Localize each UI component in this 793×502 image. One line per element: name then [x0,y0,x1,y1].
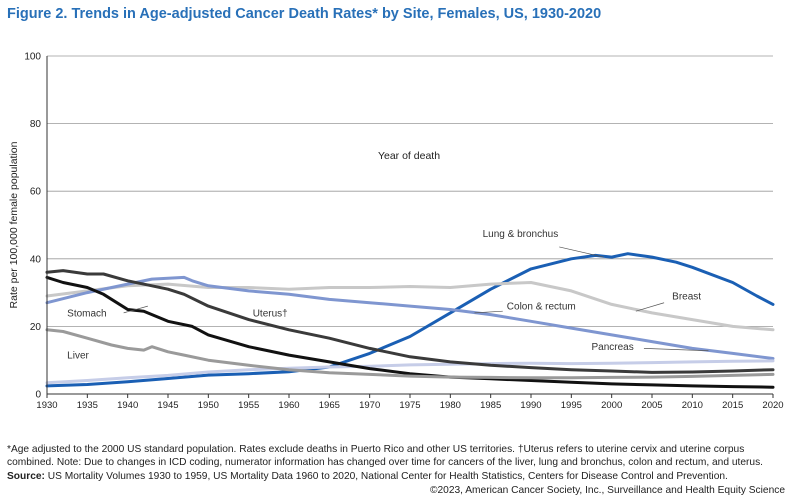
label-leader-line [635,302,665,312]
series-line-lung-bronchus [45,252,775,388]
label-leader-line [474,310,503,314]
x-tick-label: 1935 [77,400,98,411]
footnote: *Age adjusted to the 2000 US standard po… [7,444,763,468]
grid-lines [47,55,773,327]
y-tick-label: 80 [30,119,42,130]
y-tick-label: 20 [30,322,42,333]
x-tick-label: 1975 [399,400,420,411]
series-label: Liver [67,351,89,362]
series-labels: Lung & bronchus Breast Colon & rectum Pancr… [67,229,709,362]
x-tick-label: 1995 [561,400,582,411]
y-tick-label: 60 [30,187,42,198]
series-line-pancreas [45,359,775,385]
x-axis-label: Year of death [378,150,440,162]
x-tick-label: 1955 [238,400,259,411]
x-tick-label: 1960 [278,400,299,411]
y-tick-label: 40 [30,254,42,265]
series-label: Stomach [67,308,106,319]
chart-title: Figure 2. Trends in Age-adjusted Cancer … [7,6,602,22]
series-line-colon-rectum [45,275,775,360]
series-label: Colon & rectum [507,302,576,313]
label-leader-line [123,305,148,314]
series-label: Breast [672,291,701,302]
axes: 0 20 40 60 80 100 1930 1935 1940 1945 1950 1955 1960… [24,52,783,412]
x-tick-label: 1985 [480,400,501,411]
label-leader-line [643,348,709,352]
x-tick-label: 1980 [440,400,461,411]
source-text: US Mortality Volumes 1930 to 1959, US Mo… [47,471,728,482]
x-tick-label: 2010 [682,400,703,411]
x-tick-label: 1940 [117,400,138,411]
source-note: Source: US Mortality Volumes 1930 to 195… [7,470,787,483]
x-tick-label: 1965 [319,400,340,411]
x-tick-label: 1945 [157,400,178,411]
x-tick-label: 2005 [641,400,662,411]
series-line-breast [45,281,775,332]
x-tick-label: 2000 [601,400,622,411]
x-tick-label: 1930 [36,400,57,411]
line-chart: Lung & bronchus Breast Colon & rectum Pancr… [8,52,784,412]
series-label: Lung & bronchus [483,229,559,240]
series-line-stomach [45,275,775,389]
series-label: Uterus† [253,308,288,319]
x-tick-label: 2020 [762,400,783,411]
y-axis-label: Rate per 100,000 female population [8,141,20,308]
source-label: Source: [7,471,45,482]
y-tick-label: 0 [35,390,41,401]
x-tick-label: 1990 [520,400,541,411]
copyright: ©2023, American Cancer Society, Inc., Su… [429,485,785,496]
series-line-uterus [45,269,775,374]
x-tick-label: 2015 [722,400,743,411]
series-lines [45,252,775,389]
series-line-liver [45,328,775,380]
x-tick-label: 1950 [198,400,219,411]
x-tick-label: 1970 [359,400,380,411]
label-leader-line [559,246,604,258]
y-tick-label: 100 [24,52,41,63]
series-label: Pancreas [592,342,634,353]
